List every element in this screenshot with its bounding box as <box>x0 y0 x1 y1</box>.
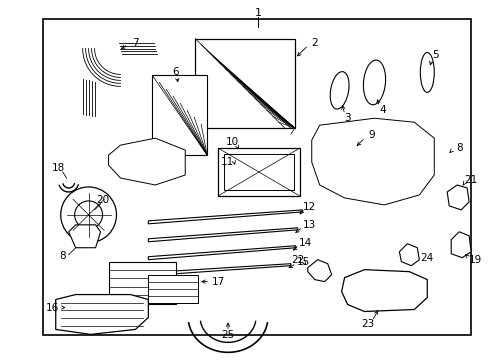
Text: 12: 12 <box>303 202 316 212</box>
Text: 2: 2 <box>311 37 317 48</box>
Ellipse shape <box>363 60 385 105</box>
Text: 10: 10 <box>225 137 238 147</box>
Polygon shape <box>399 244 419 266</box>
Bar <box>42 19 470 336</box>
Polygon shape <box>148 264 290 276</box>
Text: 13: 13 <box>303 220 316 230</box>
Circle shape <box>61 187 116 243</box>
Bar <box>108 262 176 303</box>
Bar <box>218 148 299 196</box>
Polygon shape <box>450 232 470 258</box>
Text: 24: 24 <box>420 253 433 263</box>
Text: 23: 23 <box>360 319 373 329</box>
Polygon shape <box>88 115 210 230</box>
Text: 1: 1 <box>254 8 261 18</box>
Text: 8: 8 <box>455 143 462 153</box>
Text: 17: 17 <box>211 276 224 287</box>
Bar <box>152 75 207 155</box>
Bar <box>224 154 293 190</box>
Polygon shape <box>341 270 427 311</box>
Text: 8: 8 <box>59 251 66 261</box>
Text: 22: 22 <box>290 255 304 265</box>
Polygon shape <box>148 228 297 242</box>
Text: 4: 4 <box>378 105 385 115</box>
Polygon shape <box>68 225 101 248</box>
Text: 3: 3 <box>344 113 350 123</box>
Text: 21: 21 <box>464 175 477 185</box>
Bar <box>195 39 294 128</box>
Polygon shape <box>56 294 148 334</box>
Polygon shape <box>108 138 185 185</box>
Text: 6: 6 <box>172 67 178 77</box>
Polygon shape <box>148 246 295 260</box>
Text: 18: 18 <box>52 163 65 173</box>
Circle shape <box>75 201 102 229</box>
Polygon shape <box>447 185 468 210</box>
Polygon shape <box>148 210 302 224</box>
Ellipse shape <box>420 53 433 92</box>
Bar <box>148 275 198 302</box>
Text: 7: 7 <box>132 37 139 48</box>
Text: 14: 14 <box>299 238 312 248</box>
Polygon shape <box>302 105 448 238</box>
Polygon shape <box>307 260 331 282</box>
Text: 11: 11 <box>220 157 233 167</box>
Text: 20: 20 <box>96 195 109 205</box>
Text: 25: 25 <box>221 330 234 341</box>
Text: 15: 15 <box>297 257 310 267</box>
Ellipse shape <box>329 72 348 109</box>
Text: 16: 16 <box>46 302 59 312</box>
Text: 9: 9 <box>367 130 374 140</box>
Text: 19: 19 <box>468 255 481 265</box>
Text: 5: 5 <box>431 50 438 60</box>
Polygon shape <box>311 118 433 205</box>
